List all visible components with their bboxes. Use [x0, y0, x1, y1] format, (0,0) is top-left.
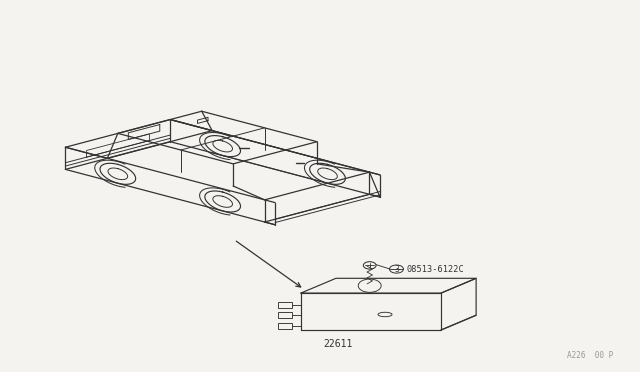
Bar [278, 302, 292, 308]
Text: 22611: 22611 [323, 339, 353, 349]
Text: A226  00 P: A226 00 P [567, 350, 613, 359]
Circle shape [364, 262, 376, 269]
Bar [278, 323, 292, 328]
Text: 3: 3 [394, 264, 399, 273]
Bar [278, 312, 292, 318]
Text: 08513-6122C: 08513-6122C [406, 264, 465, 273]
